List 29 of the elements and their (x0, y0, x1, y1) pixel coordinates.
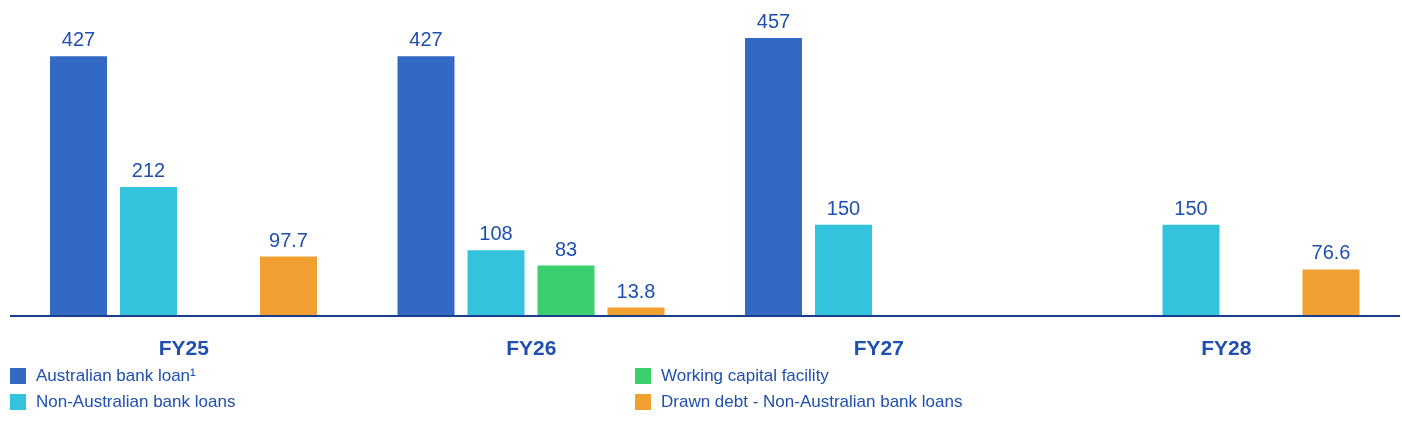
data-label: 76.6 (1311, 241, 1351, 264)
x-tick-label: FY25 (158, 335, 210, 359)
x-tick-label: FY27 (853, 335, 904, 359)
bar (120, 187, 177, 316)
bar (1302, 269, 1360, 316)
bar (537, 265, 595, 316)
data-label: 150 (1174, 196, 1208, 219)
data-label: 13.8 (616, 279, 656, 302)
data-label: 457 (756, 10, 791, 32)
data-label: 83 (554, 237, 578, 260)
legend-label: Non-Australian bank loans (36, 392, 236, 412)
data-label: 150 (826, 196, 861, 219)
bar (1162, 224, 1220, 316)
legend-label: Drawn debt - Non-Australian bank loans (661, 392, 963, 412)
bar (50, 56, 107, 316)
data-label: 212 (131, 159, 166, 182)
bar (260, 256, 317, 316)
bar (397, 56, 455, 316)
data-label: 427 (409, 28, 443, 51)
data-label: 97.7 (269, 228, 308, 251)
data-label: 108 (479, 222, 513, 245)
bar (745, 38, 802, 316)
x-tick-label: FY26 (506, 335, 557, 359)
legend-label: Working capital facility (661, 366, 829, 386)
x-tick-label: FY28 (1201, 335, 1252, 359)
legend-label: Australian bank loan¹ (36, 366, 196, 386)
bar (815, 224, 872, 316)
bar (467, 250, 525, 316)
data-label: 427 (61, 28, 96, 51)
